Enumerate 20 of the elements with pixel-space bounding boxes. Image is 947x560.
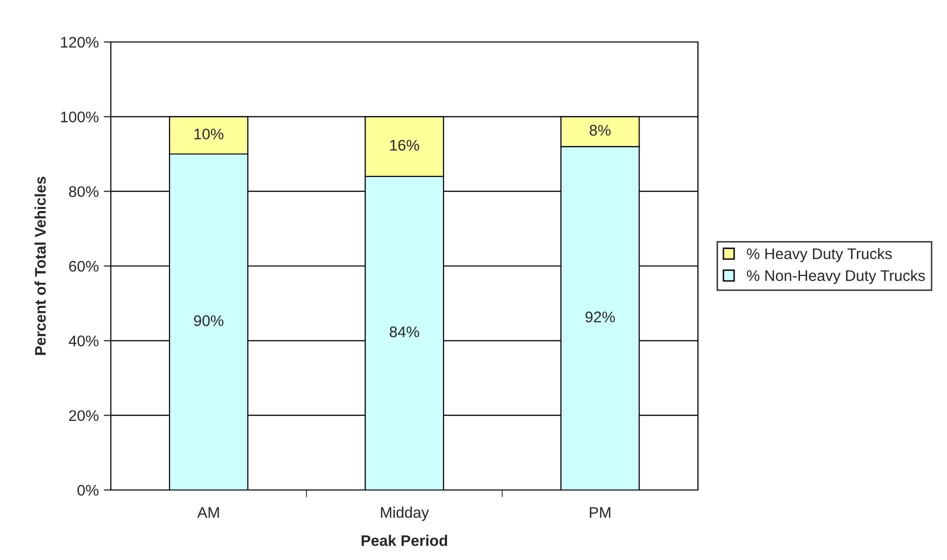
x-tick-label: PM (590, 507, 610, 518)
y-tick-label: 40% (68, 336, 98, 346)
y-tick-label: 80% (69, 186, 98, 198)
data-label: 90% (194, 315, 224, 326)
legend-label: % Heavy Duty Trucks (746, 248, 892, 262)
x-tick-label: Midday (381, 506, 429, 521)
data-label: 16% (390, 140, 420, 151)
y-tick-label: 0% (78, 484, 98, 496)
legend-label: % Non-Heavy Duty Trucks (746, 270, 925, 284)
data-label: 84% (390, 326, 420, 338)
y-tick-label: 120% (61, 36, 98, 48)
data-label: 92% (586, 312, 615, 322)
y-tick-label: 100% (61, 112, 98, 122)
y-axis-title: Percent of Total Vehicles (34, 176, 46, 355)
y-tick-label: 20% (69, 410, 98, 422)
x-tick-label: AM (197, 507, 219, 518)
y-tick-label: 60% (69, 260, 98, 272)
x-axis-title: Peak Period (362, 534, 448, 546)
data-label: 8% (590, 124, 611, 136)
data-label: 10% (194, 128, 224, 140)
